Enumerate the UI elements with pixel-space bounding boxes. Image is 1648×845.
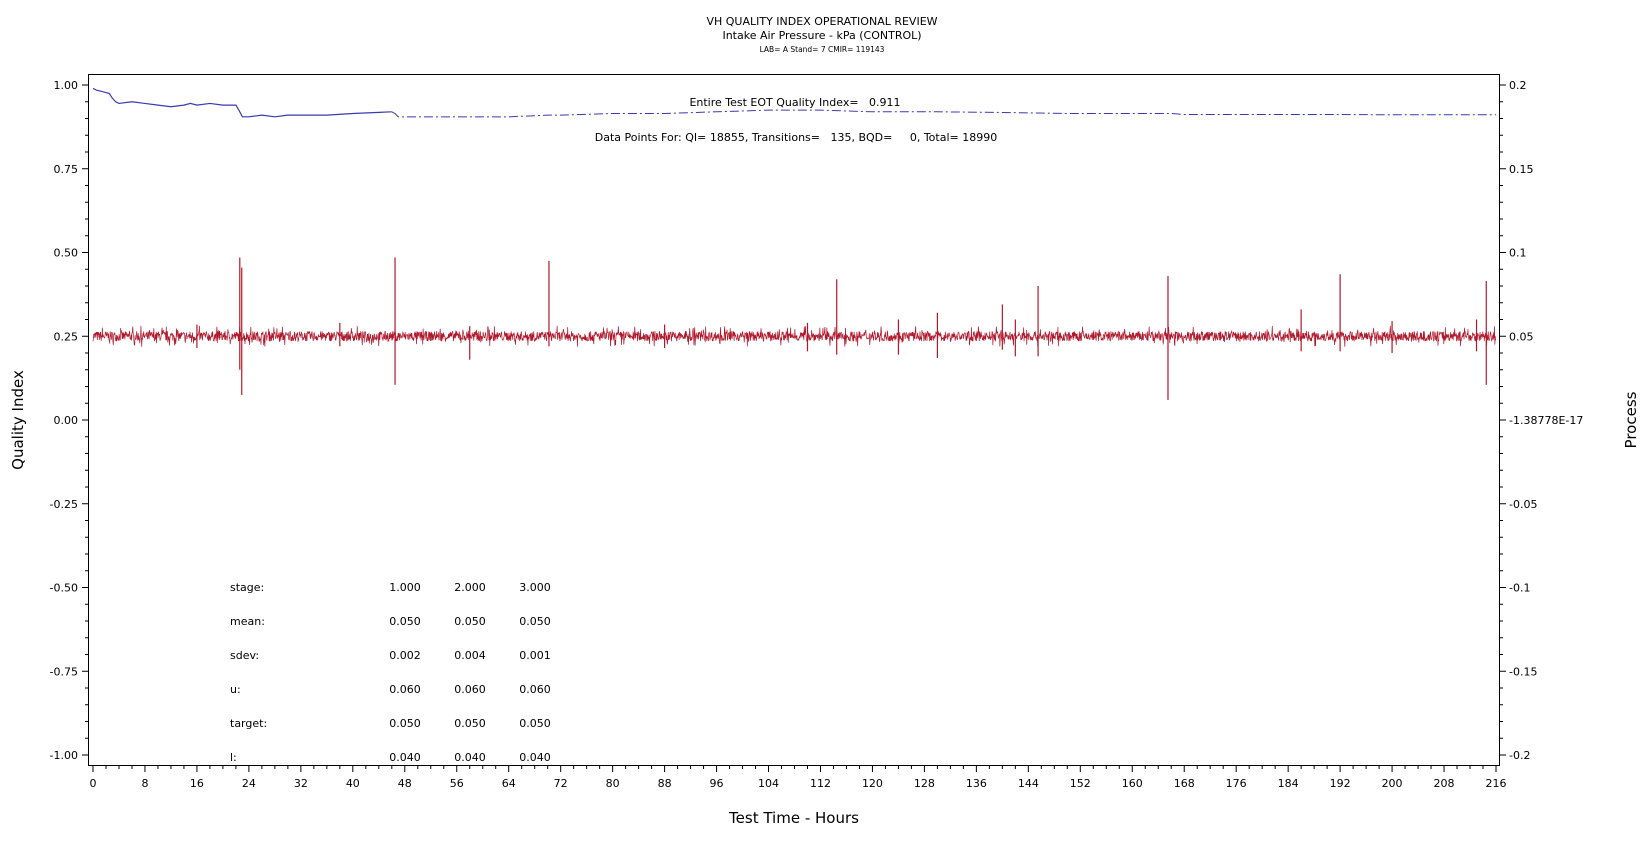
x-tick-label: 144 — [1018, 777, 1039, 790]
stats-cell: 0.040 — [454, 751, 486, 764]
stats-cell: 0.050 — [454, 717, 486, 730]
x-tick-label: 168 — [1174, 777, 1195, 790]
stats-cell: 0.050 — [519, 717, 551, 730]
plot-frame — [88, 74, 1500, 766]
x-tick-label: 32 — [294, 777, 308, 790]
stats-cell: 2.000 — [454, 581, 486, 594]
chart-meta: LAB= A Stand= 7 CMIR= 119143 — [760, 45, 885, 54]
stats-cell: 0.001 — [519, 649, 551, 662]
x-tick-label: 24 — [242, 777, 256, 790]
x-tick-label: 120 — [862, 777, 883, 790]
stats-cell: 3.000 — [519, 581, 551, 594]
x-tick-label: 96 — [710, 777, 724, 790]
x-tick-label: 184 — [1278, 777, 1299, 790]
y2-tick-label: 0.2 — [1509, 79, 1527, 92]
chart-title: VH QUALITY INDEX OPERATIONAL REVIEW — [706, 15, 937, 28]
y2-axis-label: Process — [1622, 391, 1640, 448]
stats-cell: 0.060 — [389, 683, 421, 696]
stats-cell: 0.060 — [454, 683, 486, 696]
x-tick-label: 88 — [658, 777, 672, 790]
series-group — [92, 87, 1496, 400]
x-tick-label: 152 — [1070, 777, 1091, 790]
x-tick-label: 0 — [90, 777, 97, 790]
y-tick-label: 0.00 — [54, 414, 79, 427]
minor-ticks — [85, 101, 1503, 769]
x-tick-label: 64 — [502, 777, 516, 790]
quality-index-annotation: Entire Test EOT Quality Index= 0.911 — [689, 96, 900, 109]
y-tick-label: -1.00 — [50, 749, 78, 762]
x-tick-label: 200 — [1382, 777, 1403, 790]
y-tick-label: 0.75 — [54, 163, 79, 176]
x-tick-label: 136 — [966, 777, 987, 790]
stats-row-label: stage: — [230, 581, 264, 594]
y-tick-label: 0.25 — [54, 330, 79, 343]
y-axis-label: Quality Index — [9, 370, 27, 470]
y2-tick-label: 0.05 — [1509, 330, 1534, 343]
y2-tick-label: -0.05 — [1509, 498, 1537, 511]
x-tick-label: 176 — [1226, 777, 1247, 790]
stats-row-label: target: — [230, 717, 267, 730]
x-tick-label: 112 — [810, 777, 831, 790]
x-tick-label: 208 — [1434, 777, 1455, 790]
x-tick-label: 128 — [914, 777, 935, 790]
x-tick-label: 72 — [554, 777, 568, 790]
y-tick-label: 0.50 — [54, 247, 79, 260]
stats-cell: 0.060 — [519, 683, 551, 696]
stats-row-label: mean: — [230, 615, 265, 628]
x-tick-label: 8 — [141, 777, 148, 790]
y-tick-label: -0.75 — [50, 665, 78, 678]
stats-cell: 0.050 — [389, 615, 421, 628]
y2-tick-label: 0.1 — [1509, 247, 1527, 260]
stats-cell: 1.000 — [389, 581, 421, 594]
y2-tick-label: -0.1 — [1509, 582, 1530, 595]
x-tick-label: 160 — [1122, 777, 1143, 790]
quality-index-line — [391, 109, 1496, 118]
x-tick-label: 192 — [1330, 777, 1351, 790]
y2-tick-label: -1.38778E-17 — [1509, 414, 1583, 427]
stats-row-label: l: — [230, 751, 237, 764]
y2-tick-label: -0.15 — [1509, 665, 1537, 678]
stats-row-label: sdev: — [230, 649, 259, 662]
stats-cell: 0.050 — [519, 615, 551, 628]
stats-cell: 0.002 — [389, 649, 421, 662]
y-tick-label: -0.25 — [50, 498, 78, 511]
x-axis-label: Test Time - Hours — [728, 809, 859, 827]
stats-cell: 0.040 — [389, 751, 421, 764]
y-axis-right-ticks: 0.2 0.15 0.1 0.05 -1.38778E-17 -0.05 -0.1 -0.15… — [1499, 79, 1583, 762]
x-tick-label: 40 — [346, 777, 360, 790]
x-tick-label: 48 — [398, 777, 412, 790]
x-axis-ticks: 0 8 16 24 32 40 48 56 64 72 80 88 96 104 112 120 128 136 1… — [90, 765, 1507, 790]
y2-tick-label: -0.2 — [1509, 749, 1530, 762]
quality-index-line — [92, 87, 392, 118]
stats-row-label: u: — [230, 683, 241, 696]
x-tick-label: 16 — [190, 777, 204, 790]
y-axis-left-ticks: 1.00 0.75 0.50 0.25 0.00 -0.25 -0.50 -0.75 -1.00 — [50, 79, 89, 762]
chart-subtitle: Intake Air Pressure - kPa (CONTROL) — [722, 29, 921, 42]
stats-cell: 0.050 — [389, 717, 421, 730]
stats-cell: 0.040 — [519, 751, 551, 764]
stats-cell: 0.050 — [454, 615, 486, 628]
stats-cell: 0.004 — [454, 649, 486, 662]
x-tick-label: 216 — [1486, 777, 1507, 790]
y2-tick-label: 0.15 — [1509, 163, 1534, 176]
data-points-annotation: Data Points For: QI= 18855, Transitions=… — [595, 131, 997, 144]
x-tick-label: 104 — [758, 777, 779, 790]
y-tick-label: 1.00 — [54, 79, 79, 92]
y-tick-label: -0.50 — [50, 582, 78, 595]
stats-table: stage: 1.000 2.000 3.000 mean: 0.050 0.050 0.05… — [230, 581, 551, 764]
x-tick-label: 80 — [606, 777, 620, 790]
x-tick-label: 56 — [450, 777, 464, 790]
process-series-line — [92, 325, 1496, 347]
